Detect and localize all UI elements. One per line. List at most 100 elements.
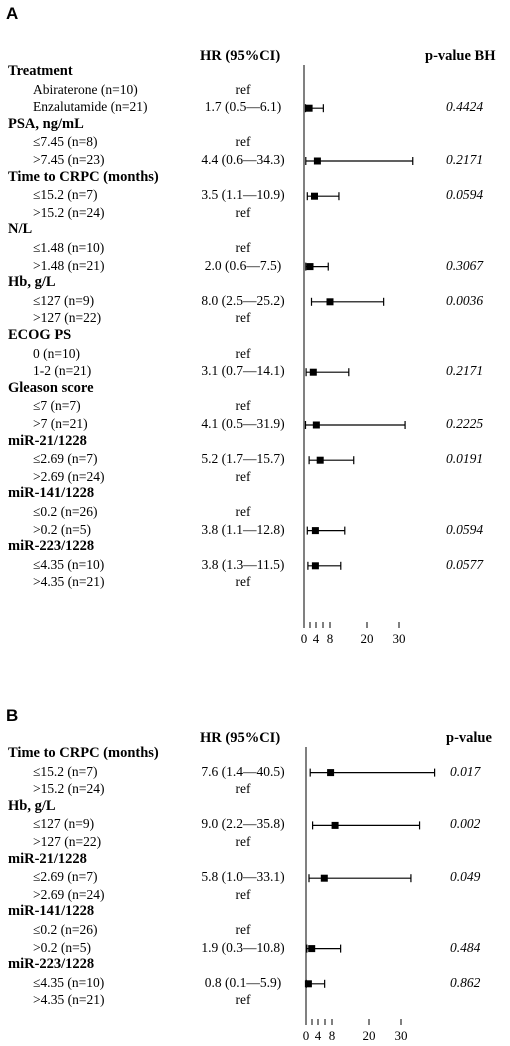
p-value: 0.0594	[446, 187, 484, 203]
row-label: >15.2 (n=24)	[33, 781, 105, 797]
hr-value: ref	[235, 781, 251, 797]
hr-value: ref	[235, 922, 251, 937]
group-title: miR-21/1228	[8, 850, 87, 867]
hr-value: ref	[235, 886, 251, 902]
hr-value: ref	[235, 345, 251, 361]
hr-value: ref	[235, 240, 251, 255]
row-label: >127 (n=22)	[33, 310, 102, 326]
row-label: Enzalutamide (n=21)	[33, 99, 148, 115]
hr-point	[311, 192, 318, 200]
row-label: ≤7 (n=7)	[33, 398, 81, 414]
row-label: ≤1.48 (n=10)	[33, 240, 105, 255]
p-value: 0.3067	[446, 257, 484, 273]
hr-point	[311, 562, 319, 570]
p-value: 0.2171	[446, 152, 484, 167]
hr-value: ref	[235, 992, 251, 1008]
row-label: ≤2.69 (n=7)	[33, 869, 98, 885]
group-title: miR-21/1228	[8, 432, 87, 449]
hr-point	[305, 104, 313, 112]
panel-a-hr-header: HR (95%CI)	[200, 48, 281, 64]
group-title: Gleason score	[8, 379, 94, 396]
hr-point	[316, 456, 324, 464]
row-label: ≤7.45 (n=8)	[33, 134, 98, 150]
hr-value: 1.7 (0.5—6.1)	[204, 99, 282, 115]
group-title: Treatment	[8, 63, 73, 79]
panel-b-label: B	[6, 706, 19, 725]
row-label: >4.35 (n=21)	[33, 992, 105, 1008]
row-label: 1-2 (n=21)	[33, 363, 92, 379]
axis-tick-label: 8	[327, 631, 334, 646]
hr-point	[308, 945, 316, 953]
hr-value: 4.1 (0.5—31.9)	[201, 416, 285, 431]
hr-value: ref	[235, 134, 251, 150]
row-label: >127 (n=22)	[33, 834, 102, 849]
group-title: ECOG PS	[8, 327, 72, 343]
hr-point	[313, 157, 321, 165]
group-title: PSA, ng/mL	[8, 115, 84, 132]
hr-value: 2.0 (0.6—7.5)	[204, 257, 282, 273]
hr-point	[312, 421, 320, 429]
p-value: 0.0577	[446, 556, 484, 572]
row-label: ≤15.2 (n=7)	[33, 187, 98, 203]
row-label: ≤4.35 (n=10)	[33, 556, 105, 572]
hr-point	[304, 980, 312, 988]
panel-a-forest-plot: 0 4 8 20 30	[301, 65, 414, 646]
p-value: 0.2171	[446, 363, 484, 379]
hr-value: 5.8 (1.0—33.1)	[201, 869, 285, 885]
hr-value: ref	[235, 398, 251, 414]
panel-b-hr-header: HR (95%CI)	[200, 730, 281, 746]
p-value: 0.862	[450, 974, 481, 990]
hr-value: 1.9 (0.3—10.8)	[201, 939, 285, 955]
hr-point	[320, 874, 328, 882]
row-label: ≤15.2 (n=7)	[33, 763, 98, 779]
hr-point	[306, 263, 314, 271]
group-title: miR-141/1228	[8, 903, 95, 920]
hr-value: ref	[235, 310, 251, 326]
hr-value: 3.1 (0.7—14.1)	[201, 363, 285, 379]
p-value: 0.2225	[446, 416, 484, 431]
hr-value: 0.8 (0.1—5.9)	[204, 974, 282, 990]
row-label: >15.2 (n=24)	[33, 204, 105, 220]
p-value: 0.002	[450, 816, 481, 832]
hr-point	[309, 368, 317, 376]
hr-value: ref	[235, 574, 251, 590]
axis-tick-label: 30	[395, 1028, 408, 1043]
hr-value: 4.4 (0.6—34.3)	[201, 152, 285, 167]
hr-value: ref	[235, 504, 251, 519]
hr-value: ref	[235, 81, 251, 97]
hr-value: ref	[235, 204, 251, 220]
p-value: 0.0594	[446, 521, 484, 537]
hr-value: 7.6 (1.4—40.5)	[201, 763, 285, 779]
hr-point	[326, 298, 334, 306]
axis-tick-label: 20	[363, 1028, 376, 1043]
axis-tick-label: 4	[313, 631, 320, 646]
hr-point	[331, 821, 339, 829]
row-label: Abiraterone (n=10)	[33, 81, 138, 97]
row-label: >2.69 (n=24)	[33, 886, 105, 902]
axis-tick-label: 0	[303, 1028, 310, 1043]
hr-value: 3.8 (1.3—11.5)	[201, 556, 285, 572]
group-title: Time to CRPC (months)	[8, 745, 159, 761]
axis-tick-label: 20	[361, 631, 374, 646]
hr-value: 3.8 (1.1—12.8)	[201, 521, 285, 537]
row-label: >0.2 (n=5)	[33, 521, 91, 537]
group-title: miR-141/1228	[8, 485, 95, 502]
row-label: ≤0.2 (n=26)	[33, 922, 98, 937]
hr-value: 5.2 (1.7—15.7)	[201, 451, 285, 467]
p-value: 0.049	[450, 869, 481, 885]
hr-value: ref	[235, 834, 251, 849]
row-label: >0.2 (n=5)	[33, 939, 91, 955]
p-value: 0.017	[450, 763, 481, 779]
group-title: Hb, g/L	[8, 797, 56, 814]
panel-a-label: A	[6, 4, 19, 23]
row-label: ≤2.69 (n=7)	[33, 451, 98, 467]
hr-point	[311, 527, 319, 535]
group-title: miR-223/1228	[8, 956, 95, 973]
group-title: miR-223/1228	[8, 538, 95, 555]
row-label: ≤127 (n=9)	[33, 816, 95, 832]
p-value: 0.484	[450, 939, 481, 955]
axis-tick-label: 0	[301, 631, 308, 646]
group-title: Hb, g/L	[8, 274, 56, 291]
row-label: >7 (n=21)	[33, 416, 88, 431]
